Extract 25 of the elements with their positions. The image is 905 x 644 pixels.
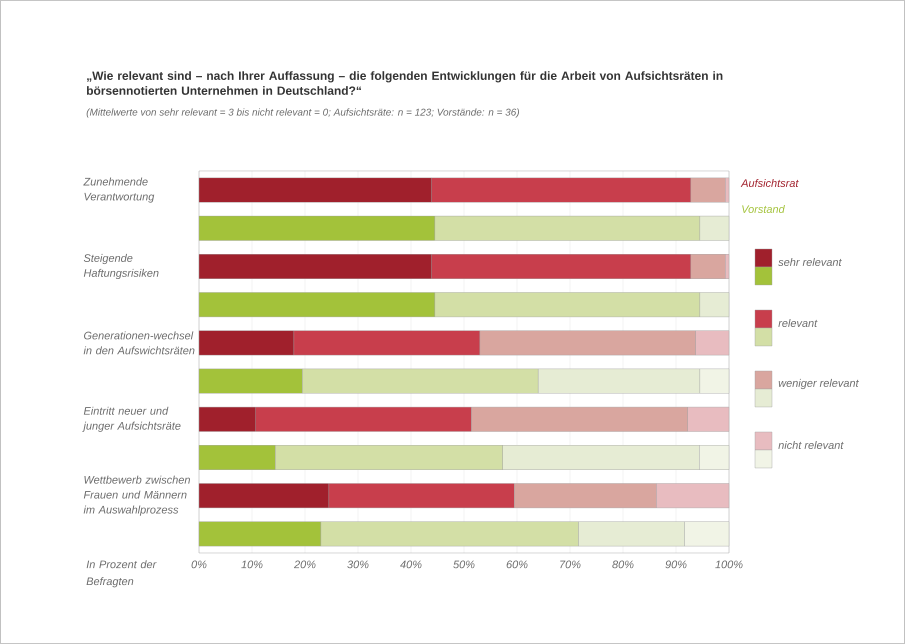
y-tick-label: Steigende Haftungsrisiken — [84, 254, 159, 280]
y-tick-label: Eintritt neuer und junger Aufsichtsräte — [82, 406, 181, 432]
chart-title: „Wie relevant sind – nach Ihrer Auffassung – die folgenden Entwicklungen für die Arbeit von Aufsichtsräten in börsennotierten Unternehmen in Deutschland?“ — [86, 71, 722, 95]
x-tick-label: 70% — [560, 560, 580, 568]
legend-label: sehr relevant — [778, 258, 842, 266]
y-tick-label: Zunehmende Verantwortung — [83, 178, 154, 203]
x-tick-label: 100% — [715, 560, 743, 568]
legend-label: weniger relevant — [778, 378, 859, 390]
x-tick-label: 20% — [294, 560, 316, 568]
y-tick-label: Wettbewerb zwischen Frauen und Männern im Auswahlprozess — [84, 476, 190, 516]
x-tick-label: 90% — [665, 560, 686, 568]
x-tick-label: 60% — [506, 560, 528, 568]
x-tick-label: 40% — [400, 560, 422, 568]
text: Aufsichtsrat — [740, 178, 799, 188]
legend-label: relevant — [778, 318, 818, 328]
x-tick-label: 0% — [192, 560, 206, 568]
legend-label: nicht relevant — [778, 440, 844, 450]
x-tick-label: 50% — [453, 560, 474, 568]
x-tick-label: 80% — [612, 560, 634, 568]
chart-subtitle: (Mittelwerte von sehr relevant = 3 bis nicht relevant = 0; Aufsichtsräte: n = 123; Vorstände: n = 36) — [86, 108, 519, 118]
x-tick-label: 30% — [347, 560, 368, 568]
text: Vorstand — [742, 204, 785, 214]
y-tick-label: Generationen-wechsel in den Aufswichtsräten — [84, 331, 194, 354]
x-axis-title: In Prozent der Befragten — [86, 560, 157, 588]
x-tick-label: 10% — [241, 560, 262, 568]
